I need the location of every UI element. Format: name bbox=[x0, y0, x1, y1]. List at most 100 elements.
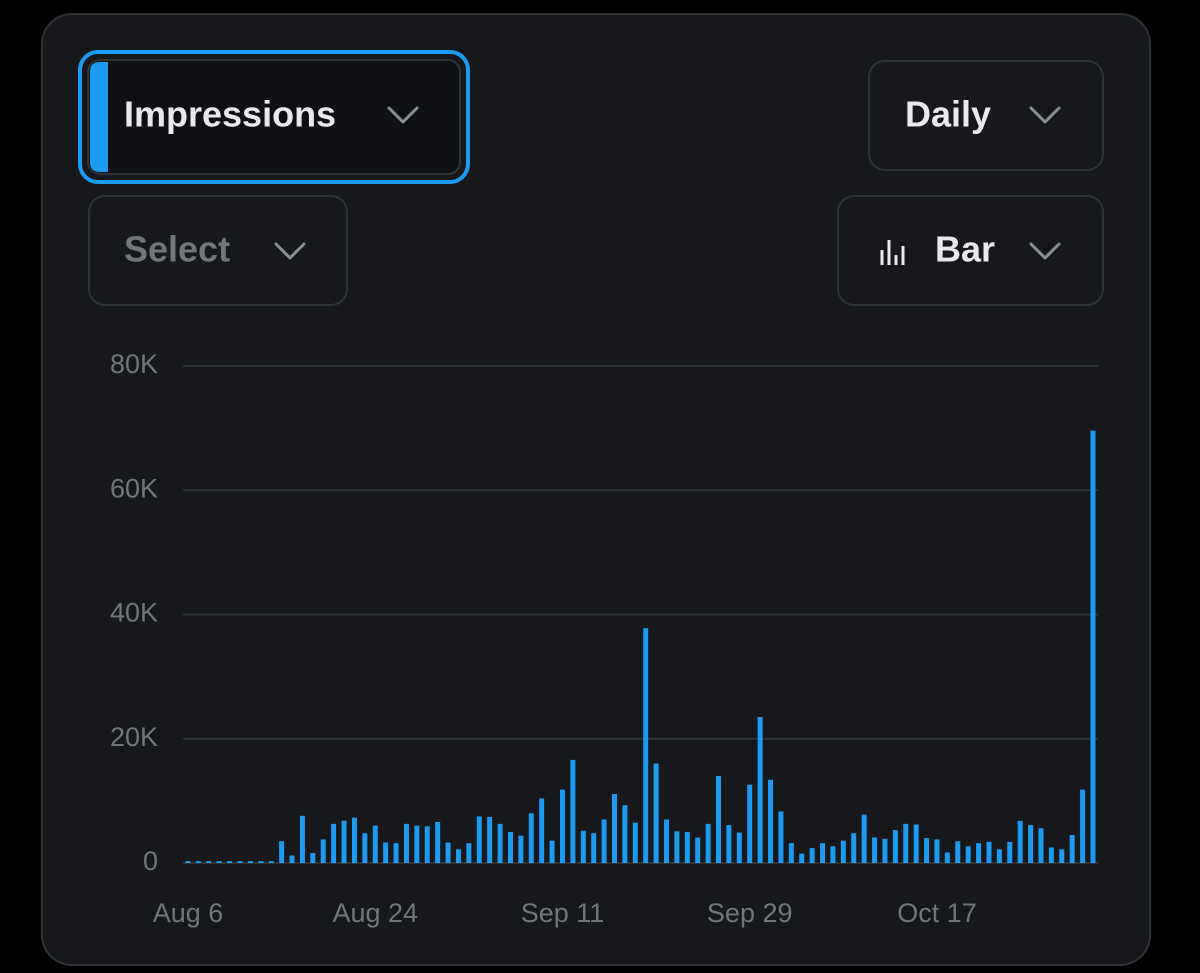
bar bbox=[1048, 847, 1054, 863]
y-tick-label: 0 bbox=[143, 846, 158, 876]
bar bbox=[289, 855, 295, 863]
bar bbox=[664, 819, 670, 863]
bar bbox=[944, 852, 950, 863]
bar bbox=[716, 776, 722, 863]
bar bbox=[362, 833, 368, 863]
accent-bar bbox=[90, 62, 108, 172]
bar bbox=[1007, 841, 1013, 863]
bar bbox=[591, 833, 597, 863]
bar bbox=[976, 843, 982, 863]
bar bbox=[476, 816, 482, 863]
bar bbox=[528, 813, 534, 863]
bar bbox=[955, 841, 961, 863]
bar bbox=[258, 861, 264, 863]
bar bbox=[809, 848, 815, 863]
bar bbox=[268, 861, 274, 863]
bar bbox=[986, 841, 992, 863]
bar bbox=[695, 837, 701, 863]
bar bbox=[331, 823, 337, 863]
bar bbox=[351, 817, 357, 863]
bar bbox=[393, 843, 399, 863]
bar bbox=[455, 849, 461, 863]
bar bbox=[726, 825, 732, 863]
bar bbox=[1038, 828, 1044, 863]
chart-style-label: Bar bbox=[935, 229, 995, 270]
bar bbox=[622, 805, 628, 863]
button bbox=[837, 195, 1104, 306]
bar bbox=[549, 840, 555, 863]
bar bbox=[882, 838, 888, 863]
bar bbox=[1090, 430, 1096, 863]
focus-ring bbox=[78, 50, 470, 184]
bar bbox=[799, 853, 805, 863]
bar bbox=[1069, 835, 1075, 863]
bar bbox=[778, 811, 784, 863]
bar bbox=[424, 826, 430, 863]
interval-dropdown[interactable]: Daily bbox=[868, 60, 1104, 171]
chevron bbox=[1029, 106, 1061, 124]
bar bbox=[684, 831, 690, 863]
bar bbox=[580, 830, 586, 863]
bar bbox=[820, 843, 826, 863]
bar bbox=[247, 861, 253, 863]
bar bbox=[757, 717, 763, 863]
bar bbox=[487, 817, 493, 863]
y-tick-label: 80K bbox=[110, 349, 158, 379]
x-tick-label: Aug 6 bbox=[153, 898, 224, 928]
bar bbox=[237, 861, 243, 863]
bar bbox=[279, 841, 285, 863]
bar bbox=[320, 839, 326, 863]
chevron bbox=[274, 242, 306, 260]
bar bbox=[653, 763, 659, 863]
x-tick-label: Sep 29 bbox=[707, 898, 793, 928]
compare-dropdown[interactable]: Select bbox=[88, 195, 348, 306]
button bbox=[87, 59, 461, 175]
bar bbox=[840, 840, 846, 863]
bar bbox=[383, 842, 389, 863]
compare-label: Select bbox=[124, 229, 230, 270]
y-tick-label: 40K bbox=[110, 598, 158, 628]
chart-style-dropdown[interactable]: Bar bbox=[837, 195, 1104, 306]
bar bbox=[435, 821, 441, 863]
bar bbox=[559, 789, 565, 863]
x-tick-label: Aug 24 bbox=[332, 898, 418, 928]
bar bbox=[872, 837, 878, 863]
bar bbox=[497, 823, 503, 863]
bar bbox=[861, 814, 867, 863]
bar bbox=[1059, 849, 1065, 863]
bar bbox=[195, 861, 201, 863]
bar bbox=[643, 628, 649, 863]
y-tick-label: 60K bbox=[110, 473, 158, 503]
bar bbox=[310, 853, 316, 863]
bar bbox=[851, 833, 857, 863]
bar bbox=[747, 784, 753, 863]
bar bbox=[206, 861, 212, 863]
bar bbox=[403, 823, 409, 863]
bar bbox=[518, 835, 524, 863]
x-tick-label: Oct 17 bbox=[897, 898, 977, 928]
interval-label: Daily bbox=[905, 94, 991, 135]
metric-dropdown[interactable]: Impressions bbox=[78, 50, 470, 184]
chevron bbox=[387, 106, 419, 124]
bar bbox=[445, 842, 451, 863]
bar bbox=[1017, 820, 1023, 863]
bar bbox=[611, 794, 617, 863]
bar bbox=[768, 779, 774, 863]
bar bbox=[903, 823, 909, 863]
bar bbox=[1028, 825, 1034, 863]
bar bbox=[227, 861, 233, 863]
bar bbox=[372, 825, 378, 863]
bar bbox=[924, 838, 930, 863]
bar bbox=[216, 861, 222, 863]
bar bbox=[965, 846, 971, 863]
bar bbox=[736, 832, 742, 863]
metric-label: Impressions bbox=[124, 94, 336, 135]
button bbox=[88, 195, 348, 306]
bar bbox=[507, 831, 513, 863]
bar bbox=[632, 822, 638, 863]
bar bbox=[601, 819, 607, 863]
bar bbox=[185, 861, 191, 863]
y-tick-label: 20K bbox=[110, 722, 158, 752]
